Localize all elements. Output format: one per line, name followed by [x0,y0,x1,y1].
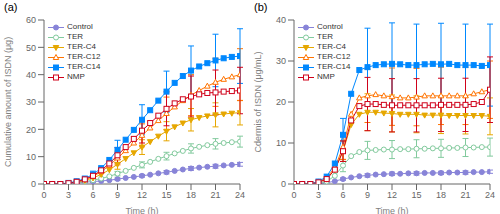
html-text:TER-C4: TER-C4 [67,42,96,51]
html-text:TER-C12: TER-C12 [67,52,101,61]
svg-text:21: 21 [210,190,220,200]
svg-text:50: 50 [26,43,36,53]
svg-text:40: 40 [276,15,286,25]
html-text:Control: Control [317,22,343,31]
svg-text:18: 18 [186,190,196,200]
svg-text:0: 0 [31,179,36,189]
html-text:TER-C12: TER-C12 [317,52,351,61]
svg-text:10: 10 [26,152,36,162]
html-text:TER-C14: TER-C14 [67,62,101,71]
svg-text:20: 20 [26,125,36,135]
svg-text:12: 12 [387,190,397,200]
svg-text:15: 15 [161,190,171,200]
html-text:NMP: NMP [317,72,335,81]
svg-text:24: 24 [235,190,245,200]
svg-text:60: 60 [26,15,36,25]
svg-text:Cumulative amount of ISDN (μg): Cumulative amount of ISDN (μg) [8,37,13,167]
html-text:NMP: NMP [67,72,85,81]
svg-text:15: 15 [411,190,421,200]
svg-text:Cdermis of ISDN (μg/mL): Cdermis of ISDN (μg/mL) [253,51,263,152]
html-text:(b): (b) [254,1,268,13]
svg-text:Time (h): Time (h) [375,206,408,214]
svg-text:30: 30 [276,56,286,66]
html-text:TER: TER [317,32,333,41]
svg-text:Time (h): Time (h) [125,206,158,214]
svg-text:40: 40 [26,70,36,80]
html-text:TER-C14: TER-C14 [317,62,351,71]
svg-text:0: 0 [41,190,46,200]
html-text:TER-C4: TER-C4 [317,42,346,51]
svg-text:6: 6 [90,190,95,200]
svg-text:18: 18 [436,190,446,200]
svg-text:9: 9 [115,190,120,200]
html-text:(a): (a) [4,1,18,13]
svg-text:3: 3 [66,190,71,200]
html-text:Control: Control [67,22,93,31]
svg-text:6: 6 [340,190,345,200]
html-text:TER: TER [67,32,83,41]
svg-text:0: 0 [281,179,286,189]
svg-text:10: 10 [276,138,286,148]
svg-text:3: 3 [316,190,321,200]
svg-text:12: 12 [137,190,147,200]
svg-text:30: 30 [26,97,36,107]
svg-text:24: 24 [485,190,492,200]
svg-text:9: 9 [365,190,370,200]
svg-text:0: 0 [291,190,296,200]
svg-text:21: 21 [460,190,470,200]
svg-text:20: 20 [276,97,286,107]
